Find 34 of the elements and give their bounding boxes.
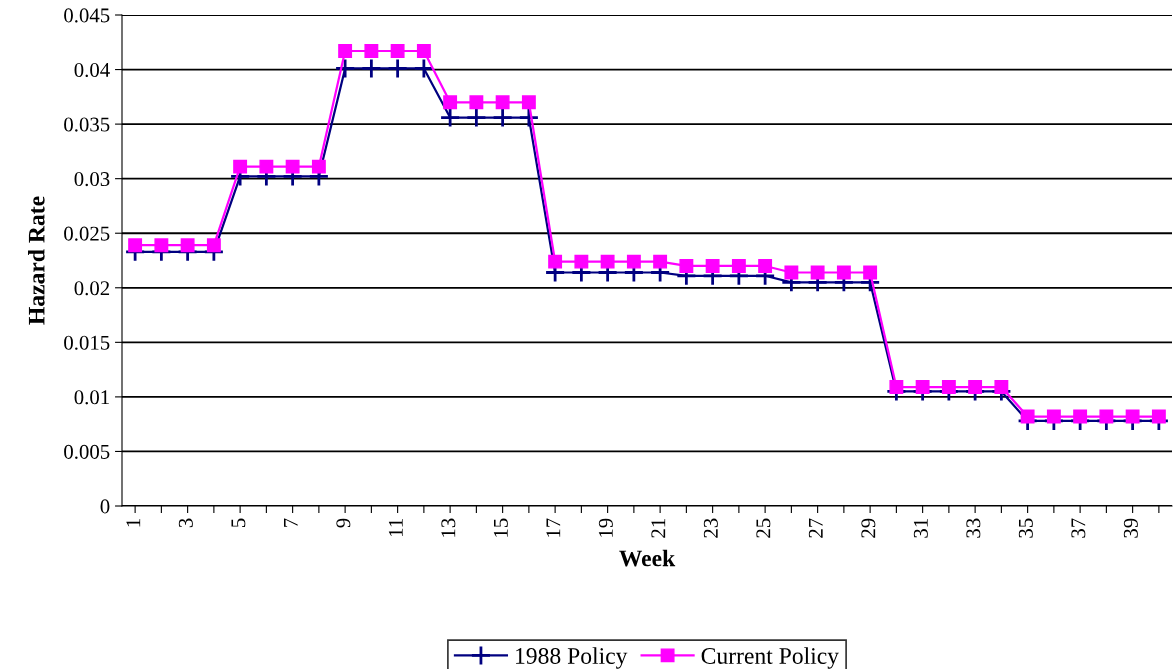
x-tick-label: 13 [441,518,456,537]
legend-label: Current Policy [701,647,839,669]
x-tick-label: 9 [336,518,351,528]
x-axis-title: Week [619,549,676,567]
x-tick-label: 19 [598,518,613,537]
x-tick-label: 1 [126,519,141,527]
x-tick-label: 5 [231,518,246,528]
y-tick-label: 0.025 [64,226,110,241]
y-tick-label: 0.01 [74,390,109,405]
x-tick-label: 27 [808,518,823,538]
y-tick-label: 0.04 [74,62,110,78]
x-tick-label: 35 [1018,518,1033,538]
x-tick-label: 7 [283,518,298,527]
y-tick-label: 0.035 [64,117,110,132]
x-tick-label: 39 [1123,518,1138,538]
y-tick-label: 0.015 [64,335,110,350]
y-tick-label: 0.045 [64,8,110,23]
x-tick-label: 33 [966,518,981,538]
x-tick-label: 11 [388,519,403,537]
x-tick-label: 21 [651,519,666,538]
x-tick-label: 37 [1071,518,1086,538]
x-tick-label: 23 [703,518,718,538]
y-tick-label: 0.005 [64,444,110,459]
x-tick-label: 17 [546,518,561,537]
y-axis-title: Hazard Rate [28,196,45,325]
y-tick-label: 0.03 [74,172,110,187]
x-tick-label: 3 [178,518,193,528]
y-tick-label: 0.02 [74,281,110,296]
x-tick-label: 31 [913,519,928,538]
legend-label: 1988 Policy [516,647,628,669]
x-tick-label: 15 [493,518,508,537]
x-tick-label: 25 [756,518,771,538]
x-tick-label: 29 [861,518,876,538]
y-tick-label: 0 [100,499,110,514]
